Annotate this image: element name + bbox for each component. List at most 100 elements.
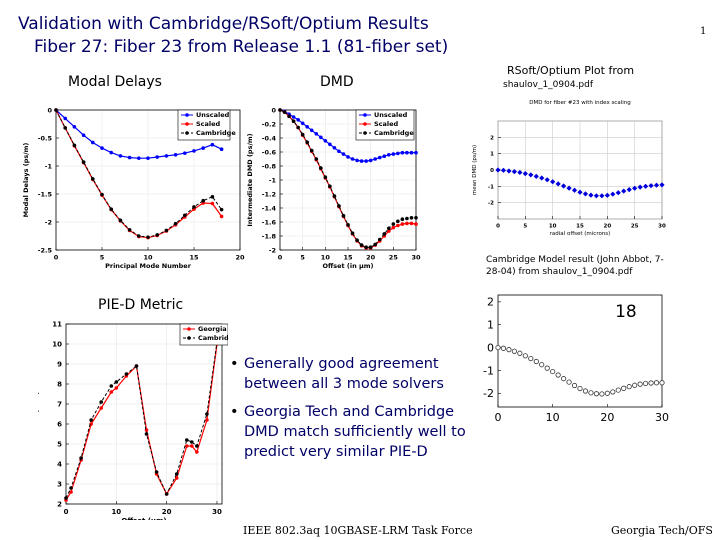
data-point [64, 496, 68, 500]
y-tick-label: 4 [57, 460, 62, 468]
y-tick-label: 10 [52, 340, 62, 348]
series-georgia-tech [64, 342, 219, 502]
data-point [550, 368, 556, 375]
data-point [81, 133, 86, 137]
chart-annotation: 18 [615, 302, 637, 322]
slide-title-line1: Validation with Cambridge/RSoft/Optium R… [18, 14, 429, 34]
data-point [405, 221, 409, 226]
data-point [146, 156, 150, 160]
y-tick-label: 5 [57, 440, 62, 448]
data-point [350, 231, 355, 235]
slide-title-line2: Fiber 27: Fiber 23 from Release 1.1 (81-… [34, 37, 449, 57]
data-point [314, 157, 319, 161]
data-point [539, 362, 545, 368]
data-point [621, 188, 627, 194]
data-point [377, 237, 382, 242]
y-tick-label: -1.8 [262, 232, 277, 240]
data-point [364, 159, 368, 163]
y-tick-label: 7 [57, 400, 62, 408]
footer-center: IEEE 802.3aq 10GBASE-LRM Task Force [243, 524, 473, 537]
data-point [99, 406, 104, 410]
data-point [396, 151, 400, 156]
data-point [599, 193, 605, 199]
data-point [364, 245, 368, 249]
data-point [278, 108, 282, 112]
data-point [610, 389, 616, 395]
y-tick-label: -2 [269, 246, 276, 254]
data-point [355, 238, 359, 242]
y-tick-label: -1.5 [38, 190, 53, 198]
x-axis-label: Offset (in μm) [322, 262, 373, 270]
data-point [582, 388, 589, 394]
x-tick-label: 25 [631, 224, 639, 230]
y-tick-label: -0.8 [262, 162, 277, 170]
pie-d-chart: 0 10 20 30 2 3 4 5 6 7 8 9 10 11 Offset (μm) PIE-D (dBo… [38, 320, 228, 520]
plot-frame [65, 323, 223, 505]
data-point [604, 192, 610, 198]
data-point [287, 114, 291, 119]
data-point [414, 222, 418, 226]
data-point [127, 155, 132, 160]
data-point [648, 380, 654, 386]
data-point [637, 381, 643, 387]
legend-label: Cambridge [196, 129, 236, 137]
data-point [154, 470, 159, 474]
data-point [414, 216, 418, 220]
data-point [190, 440, 194, 444]
data-point [195, 444, 199, 448]
data-point [659, 380, 665, 386]
data-point [155, 233, 159, 237]
data-point [164, 154, 169, 158]
data-point [296, 125, 300, 130]
data-point [296, 118, 300, 122]
data-point [626, 384, 632, 390]
data-point [409, 150, 414, 155]
data-point [314, 132, 319, 136]
x-tick-label: 5 [100, 254, 105, 262]
data-point [54, 108, 58, 112]
data-point [100, 146, 104, 150]
x-tick-label: 10 [321, 254, 331, 262]
data-point [588, 192, 594, 198]
series-unscaled [54, 108, 224, 160]
data-point [99, 400, 104, 404]
data-point [571, 187, 578, 193]
data-point [219, 207, 224, 212]
data-point [210, 142, 215, 147]
data-point [332, 146, 337, 150]
data-point [127, 228, 132, 232]
data-point [164, 492, 169, 496]
data-point [109, 384, 114, 388]
y-tick-label: -1.4 [262, 204, 277, 212]
data-point [387, 153, 391, 157]
legend-marker [185, 113, 189, 117]
data-point [323, 139, 328, 143]
data-point [205, 412, 209, 416]
y-tick-label: -1 [483, 364, 494, 377]
data-point [653, 380, 660, 386]
series-cambridge [64, 340, 219, 500]
data-point [571, 382, 578, 389]
data-point [387, 226, 391, 231]
y-axis-label: Intermediate DMD (ps/m) [246, 133, 254, 226]
data-point [72, 143, 77, 148]
data-point [368, 245, 373, 249]
data-point [555, 372, 561, 378]
data-point [368, 158, 373, 163]
pie-d-label: PIE-D Metric [98, 297, 184, 313]
y-tick-label: -2 [45, 218, 52, 226]
data-point [377, 155, 382, 160]
chart-title: DMD for fiber #23 with index scaling [529, 100, 630, 106]
y-tick-label: 11 [52, 320, 62, 328]
bullet-item: Generally good agreement between all 3 m… [230, 354, 480, 394]
data-point [604, 390, 610, 396]
data-point [599, 391, 605, 397]
data-point [400, 150, 405, 155]
data-point [183, 213, 187, 218]
data-point [109, 207, 113, 211]
data-point [300, 132, 305, 137]
data-point [146, 235, 150, 239]
bullet-list: Generally good agreement between all 3 m… [230, 354, 480, 470]
data-point [350, 157, 355, 161]
